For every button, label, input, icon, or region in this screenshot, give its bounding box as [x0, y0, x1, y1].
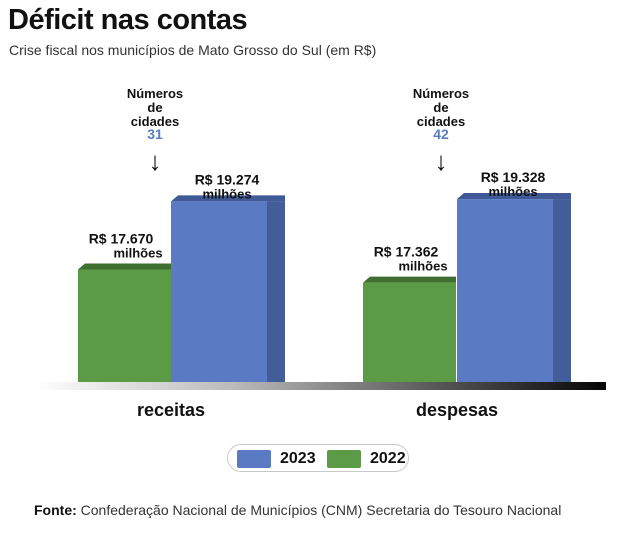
annotation-line-0-despesas: Números: [413, 86, 469, 101]
legend: 2023 2022: [227, 444, 409, 472]
bar-2023-despesas: [457, 199, 553, 383]
annotation-arrow-receitas: ↓: [149, 146, 162, 176]
bar-side-2023-receitas: [267, 201, 285, 383]
bar-top-2022-receitas: [78, 263, 171, 270]
annotation-line-1-receitas: de: [147, 100, 162, 115]
bar-top-2022-despesas: [363, 276, 456, 283]
bar-side-2023-despesas: [553, 199, 571, 383]
chart-title: Déficit nas contas: [8, 4, 248, 36]
chart-subtitle: Crise fiscal nos municípios de Mato Gros…: [9, 42, 377, 58]
bar-2023-receitas: [171, 201, 267, 383]
annotation-count-receitas: 31: [147, 126, 163, 142]
legend-label-2023: 2023: [280, 450, 316, 467]
legend-swatch-2022: [327, 450, 361, 468]
data-label-unit-2023-receitas: milhões: [202, 186, 251, 201]
source-text: Confederação Nacional de Municípios (CNM…: [80, 502, 562, 518]
annotation-line-0-receitas: Números: [127, 86, 183, 101]
source-note: Fonte: Confederação Nacional de Municípi…: [34, 502, 561, 518]
annotation-count-despesas: 42: [433, 126, 449, 142]
data-label-2023-receitas: R$ 19.274: [195, 171, 260, 187]
annotation-line-2-despesas: cidades: [417, 114, 465, 129]
chart-baseline: [36, 382, 606, 390]
category-label-receitas: receitas: [137, 400, 205, 420]
source-label: Fonte:: [34, 502, 77, 518]
legend-item-2022: 2022: [327, 450, 406, 468]
annotation-arrow-despesas: ↓: [435, 146, 448, 176]
data-label-unit-2022-despesas: milhões: [398, 259, 447, 274]
bar-top-2023-receitas: [171, 195, 285, 202]
legend-item-2023: 2023: [237, 450, 316, 468]
data-label-2022-receitas: R$ 17.670: [89, 231, 154, 247]
bar-2022-receitas: [78, 269, 171, 383]
data-label-2023-despesas: R$ 19.328: [481, 169, 546, 185]
annotation-line-2-receitas: cidades: [131, 114, 179, 129]
legend-label-2022: 2022: [370, 450, 406, 467]
category-label-despesas: despesas: [416, 400, 498, 420]
bar-top-2023-despesas: [457, 193, 571, 200]
data-label-unit-2022-receitas: milhões: [113, 246, 162, 261]
data-label-unit-2023-despesas: milhões: [488, 184, 537, 199]
data-label-2022-despesas: R$ 17.362: [374, 244, 439, 260]
annotation-line-1-despesas: de: [433, 100, 448, 115]
bar-2022-despesas: [363, 282, 456, 383]
legend-swatch-2023: [237, 450, 271, 468]
